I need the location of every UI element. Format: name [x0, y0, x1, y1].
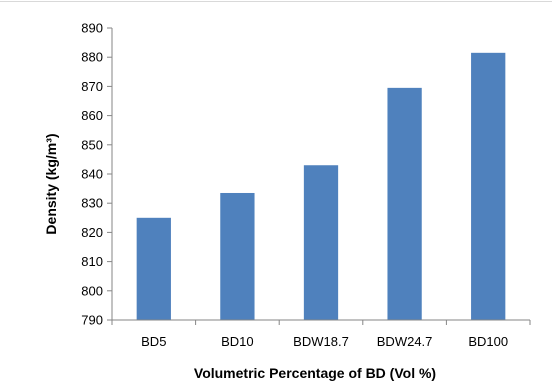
- y-tick-label: 880: [81, 50, 103, 65]
- y-tick-label: 850: [81, 137, 103, 152]
- x-tick-label: BD5: [141, 334, 166, 349]
- x-ticks-group: BD5 BD10 BDW18.7 BDW24.7 BD100: [111, 320, 531, 349]
- y-tick-label: 830: [81, 196, 103, 211]
- x-tick-label: BDW18.7: [293, 334, 349, 349]
- bar-bdw24-7: [387, 87, 422, 320]
- x-tick-label: BDW24.7: [377, 334, 433, 349]
- bar-bdw18-7: [303, 165, 339, 320]
- bar-bd5: [136, 217, 171, 320]
- y-tick-label: 790: [81, 313, 103, 328]
- y-tick-label: 870: [81, 79, 103, 94]
- y-tick-label: 840: [81, 167, 103, 182]
- x-axis-title: Volumetric Percentage of BD (Vol %): [194, 365, 436, 381]
- y-tick-label: 820: [81, 225, 103, 240]
- x-tick-label: BD100: [468, 334, 508, 349]
- y-ticks-group: 790 800 810 820 830 840 850 860 870 880 890: [81, 21, 112, 328]
- y-axis-title: Density (kg/m³): [43, 133, 59, 234]
- bar-bd100: [471, 52, 506, 320]
- bar-bd10: [220, 192, 255, 320]
- y-tick-label: 890: [81, 21, 103, 36]
- x-tick-label: BD10: [221, 334, 254, 349]
- y-tick-label: 810: [81, 254, 103, 269]
- bars-group: [136, 52, 506, 320]
- y-tick-label: 800: [81, 283, 103, 298]
- y-tick-label: 860: [81, 108, 103, 123]
